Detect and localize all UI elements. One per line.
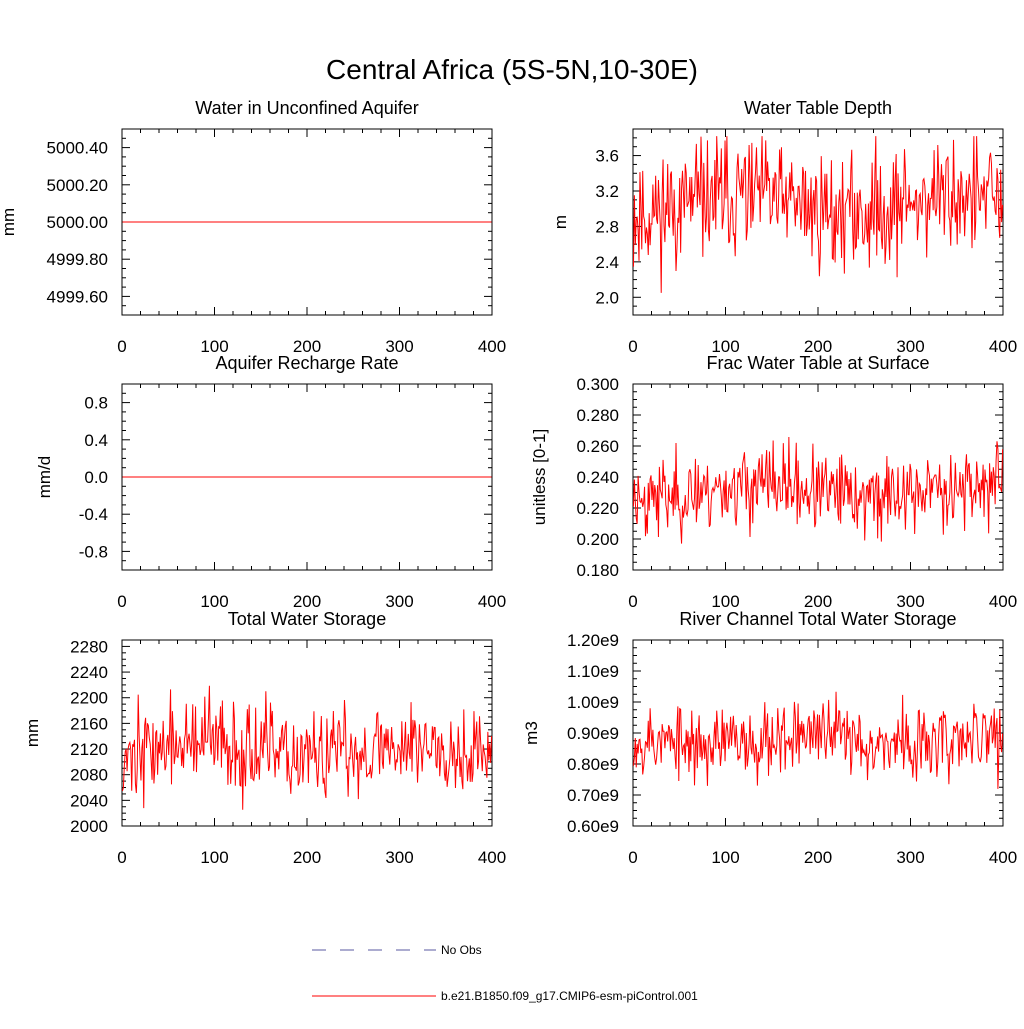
x-tick-label: 0 (117, 848, 126, 867)
y-tick-label: 4999.60 (47, 287, 108, 306)
y-tick-label: 3.2 (595, 182, 619, 201)
x-tick-label: 100 (711, 592, 739, 611)
x-tick-label: 0 (117, 592, 126, 611)
y-tick-label: 2200 (70, 689, 108, 708)
x-tick-label: 200 (293, 848, 321, 867)
y-axis-label: mm (0, 208, 18, 236)
panel-water-in-unconfined-aquifer: Water in Unconfined Aquifer mm 0 100 200 300 4… (0, 98, 506, 356)
series-line (632, 136, 1004, 293)
x-tick-label: 100 (711, 848, 739, 867)
x-tick-label: 200 (293, 337, 321, 356)
y-tick-label: 2.0 (595, 288, 619, 307)
y-tick-label: 0.280 (576, 406, 619, 425)
x-tick-label: 300 (896, 848, 924, 867)
y-tick-label: 0.60e9 (567, 817, 619, 836)
y-tick-label: 2120 (70, 740, 108, 759)
x-tick-label: 300 (896, 592, 924, 611)
x-tick-label: 0 (628, 848, 637, 867)
y-tick-label: 0.90e9 (567, 724, 619, 743)
x-tick-label: 200 (804, 337, 832, 356)
x-tick-label: 100 (200, 337, 228, 356)
panel-total-water-storage: Total Water Storage mm 0 100 200 300 400 2000 20… (23, 609, 506, 867)
x-tick-label: 0 (628, 337, 637, 356)
x-tick-label: 300 (385, 592, 413, 611)
y-tick-label: 0.220 (576, 499, 619, 518)
y-tick-label: 0.70e9 (567, 786, 619, 805)
x-tick-label: 300 (385, 337, 413, 356)
y-tick-label: 1.10e9 (567, 662, 619, 681)
y-tick-label: 2160 (70, 714, 108, 733)
x-tick-label: 400 (989, 337, 1017, 356)
y-axis-label: mm/d (35, 456, 54, 499)
legend: No Obs b.e21.B1850.f09_g17.CMIP6-esm-piC… (312, 943, 698, 1003)
y-tick-label: 0.80e9 (567, 755, 619, 774)
y-tick-label: 0.200 (576, 530, 619, 549)
y-axis-label: unitless [0-1] (530, 429, 549, 525)
panels: Water in Unconfined Aquifer mm 0 100 200 300 4… (0, 98, 1017, 867)
y-tick-label: 2080 (70, 766, 108, 785)
y-tick-label: 2.4 (595, 253, 619, 272)
y-axis-label: mm (23, 719, 42, 747)
legend-label-model-run: b.e21.B1850.f09_g17.CMIP6-esm-piControl.… (441, 989, 698, 1003)
figure-title: Central Africa (5S-5N,10-30E) (326, 54, 698, 85)
y-tick-label: 0.4 (84, 431, 108, 450)
x-tick-label: 400 (989, 592, 1017, 611)
y-tick-label: -0.4 (79, 505, 108, 524)
series-line (632, 691, 1004, 789)
x-tick-label: 100 (711, 337, 739, 356)
y-tick-label: 3.6 (595, 147, 619, 166)
y-tick-label: 1.00e9 (567, 693, 619, 712)
series-line (121, 685, 493, 810)
x-tick-label: 400 (478, 337, 506, 356)
panel-title: Frac Water Table at Surface (706, 353, 929, 373)
x-tick-label: 400 (478, 592, 506, 611)
x-tick-label: 300 (385, 848, 413, 867)
y-tick-label: 0.0 (84, 468, 108, 487)
y-tick-label: 2.8 (595, 217, 619, 236)
x-tick-label: 100 (200, 848, 228, 867)
panel-frac-water-table-at-surface: Frac Water Table at Surface unitless [0-1… (530, 353, 1017, 611)
y-tick-label: 0.180 (576, 561, 619, 580)
y-tick-label: 1.20e9 (567, 631, 619, 650)
x-tick-label: 200 (804, 592, 832, 611)
y-tick-label: 5000.40 (47, 139, 108, 158)
x-tick-label: 0 (628, 592, 637, 611)
x-tick-label: 400 (989, 848, 1017, 867)
panel-title: Total Water Storage (228, 609, 386, 629)
y-tick-label: 0.260 (576, 437, 619, 456)
y-tick-label: 2040 (70, 791, 108, 810)
panel-title: River Channel Total Water Storage (679, 609, 956, 629)
y-tick-label: 4999.80 (47, 250, 108, 269)
panel-river-channel-total-water-storage: River Channel Total Water Storage m3 0 100 2… (522, 609, 1017, 867)
panel-aquifer-recharge-rate: Aquifer Recharge Rate mm/d 0 100 200 300 400 -0… (35, 353, 506, 611)
x-tick-label: 200 (293, 592, 321, 611)
series-line (632, 436, 1004, 544)
panel-title: Water in Unconfined Aquifer (195, 98, 418, 118)
y-tick-label: -0.8 (79, 542, 108, 561)
y-axis-label: m3 (522, 721, 541, 745)
panel-water-table-depth: Water Table Depth m 0 100 200 300 400 2.0 2.4 2.8… (551, 98, 1017, 356)
x-tick-label: 300 (896, 337, 924, 356)
y-tick-label: 5000.20 (47, 176, 108, 195)
y-tick-label: 0.300 (576, 375, 619, 394)
y-tick-label: 2240 (70, 663, 108, 682)
x-tick-label: 0 (117, 337, 126, 356)
x-tick-label: 400 (478, 848, 506, 867)
panel-title: Aquifer Recharge Rate (215, 353, 398, 373)
x-tick-label: 100 (200, 592, 228, 611)
legend-label-no-obs: No Obs (441, 943, 482, 957)
y-tick-label: 5000.00 (47, 213, 108, 232)
y-tick-label: 0.8 (84, 394, 108, 413)
y-tick-label: 2280 (70, 637, 108, 656)
panel-title: Water Table Depth (744, 98, 892, 118)
y-tick-label: 0.240 (576, 468, 619, 487)
y-axis-label: m (551, 215, 570, 229)
x-tick-label: 200 (804, 848, 832, 867)
y-tick-label: 2000 (70, 817, 108, 836)
